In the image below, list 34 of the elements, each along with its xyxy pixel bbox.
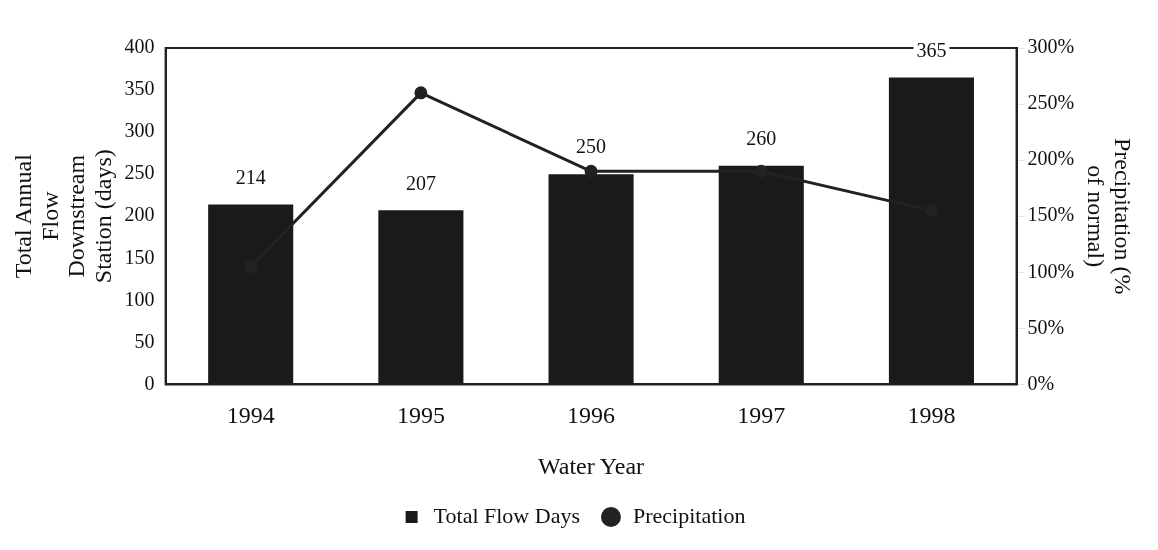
data-label: 207 xyxy=(405,171,436,194)
y-tick-label: 100 xyxy=(124,287,155,310)
x-tick-label: 1994 xyxy=(226,402,275,429)
x-tick-label: 1995 xyxy=(396,402,445,429)
y2-tick-label: 300% xyxy=(1027,35,1075,58)
y-axis-title: Total Annual Flow Downstream Station (days) xyxy=(10,149,116,284)
y2-axis-title: Precipitation (% of normal) xyxy=(1083,137,1136,295)
y-tick-label: 0 xyxy=(144,371,155,394)
point xyxy=(754,164,768,178)
y2-tick-label: 0% xyxy=(1027,371,1055,394)
x-axis-title: Water Year xyxy=(538,452,645,479)
data-label: 365 xyxy=(916,38,947,61)
data-label: 260 xyxy=(746,126,777,149)
point xyxy=(414,86,428,100)
y-tick-label: 150 xyxy=(124,245,155,268)
y2-tick-label: 50% xyxy=(1027,315,1065,338)
y2-tick-label: 200% xyxy=(1027,147,1075,170)
y2-tick-label: 250% xyxy=(1027,91,1075,114)
x-tick-label: 1996 xyxy=(567,402,616,429)
y2-tick-label: 100% xyxy=(1027,259,1075,282)
data-label: 250 xyxy=(576,135,607,158)
data-label: 214 xyxy=(235,165,266,188)
y-tick-label: 200 xyxy=(124,203,155,226)
y2-tick-label: 150% xyxy=(1027,203,1075,226)
legend-label: Total Flow Days xyxy=(433,502,580,528)
y-tick-label: 350 xyxy=(124,77,155,100)
y-tick-label: 300 xyxy=(124,119,155,142)
y-tick-label: 50 xyxy=(134,329,155,352)
y-tick-label: 250 xyxy=(124,161,155,184)
x-tick-label: 1997 xyxy=(737,402,786,429)
legend-label: Precipitation xyxy=(632,502,746,528)
point xyxy=(584,164,598,178)
x-tick-label: 1998 xyxy=(907,402,956,429)
y-tick-label: 400 xyxy=(124,35,155,58)
